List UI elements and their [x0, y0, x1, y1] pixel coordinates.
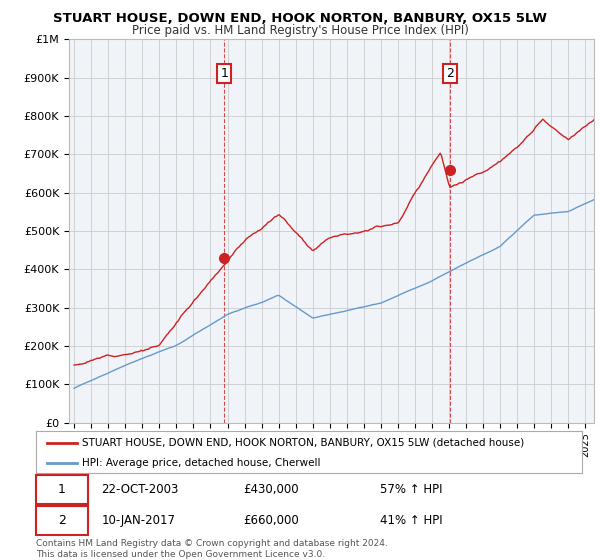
Text: 22-OCT-2003: 22-OCT-2003	[101, 483, 179, 496]
Text: 1: 1	[220, 67, 228, 80]
Text: 2: 2	[446, 67, 454, 80]
FancyBboxPatch shape	[36, 475, 88, 504]
Text: Price paid vs. HM Land Registry's House Price Index (HPI): Price paid vs. HM Land Registry's House …	[131, 24, 469, 36]
Text: £430,000: £430,000	[244, 483, 299, 496]
Text: Contains HM Land Registry data © Crown copyright and database right 2024.
This d: Contains HM Land Registry data © Crown c…	[36, 539, 388, 559]
Text: 1: 1	[58, 483, 65, 496]
Text: £660,000: £660,000	[244, 514, 299, 527]
Text: STUART HOUSE, DOWN END, HOOK NORTON, BANBURY, OX15 5LW: STUART HOUSE, DOWN END, HOOK NORTON, BAN…	[53, 12, 547, 25]
Text: 41% ↑ HPI: 41% ↑ HPI	[380, 514, 443, 527]
Text: HPI: Average price, detached house, Cherwell: HPI: Average price, detached house, Cher…	[82, 458, 321, 468]
FancyBboxPatch shape	[36, 506, 88, 534]
Text: 10-JAN-2017: 10-JAN-2017	[101, 514, 176, 527]
Text: STUART HOUSE, DOWN END, HOOK NORTON, BANBURY, OX15 5LW (detached house): STUART HOUSE, DOWN END, HOOK NORTON, BAN…	[82, 438, 524, 448]
Text: 57% ↑ HPI: 57% ↑ HPI	[380, 483, 442, 496]
Text: 2: 2	[58, 514, 65, 527]
